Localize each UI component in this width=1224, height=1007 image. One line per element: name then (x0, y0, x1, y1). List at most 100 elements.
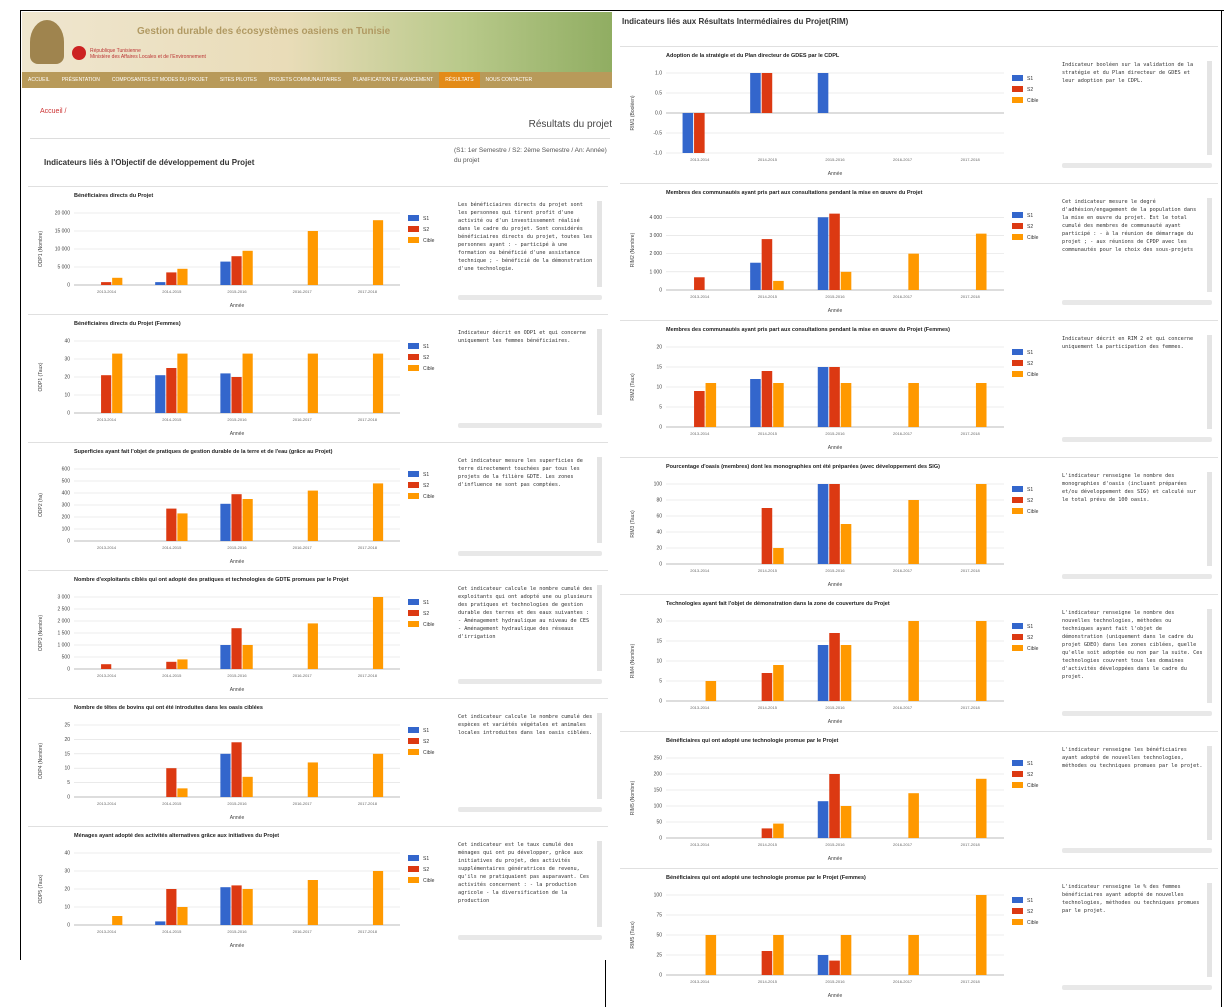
indicator-description: Indicateur booléen sur la validation de … (1062, 61, 1212, 155)
x-tick-label: 2013-2014 (690, 705, 710, 710)
legend-label: Cible (423, 494, 435, 500)
legend-swatch (408, 237, 419, 243)
chart: Bénéficiaires qui ont adopté une technol… (630, 875, 1039, 999)
scrollbar[interactable] (1062, 574, 1212, 579)
y-tick-label: 0 (67, 411, 70, 417)
bar (705, 935, 717, 975)
nav-item[interactable]: ACCUEIL (28, 77, 50, 83)
scrollbar[interactable] (458, 935, 602, 940)
nav-item[interactable]: NOUS CONTACTER (485, 77, 533, 83)
y-tick-label: 50 (656, 933, 662, 939)
breadcrumb[interactable]: Accueil / (40, 108, 67, 115)
y-tick-label: 50 (656, 820, 662, 826)
chart-title: Bénéficiaires directs du Projet (74, 193, 153, 199)
bar (817, 217, 829, 290)
bar (112, 277, 123, 285)
legend-swatch (1012, 634, 1023, 640)
bar (307, 353, 318, 413)
bar (307, 231, 318, 285)
legend-label: S1 (1027, 624, 1033, 630)
legend-label: Cible (1027, 920, 1039, 926)
scrollbar[interactable] (1062, 163, 1212, 168)
bar (829, 633, 840, 701)
x-axis-title: Année (230, 559, 245, 565)
x-tick-label: 2016-2017 (293, 417, 313, 422)
legend-label: Cible (423, 238, 435, 244)
legend-label: S1 (1027, 898, 1033, 904)
x-tick-label: 2017-2018 (961, 842, 981, 847)
bar (840, 806, 852, 838)
nav-item[interactable]: PROJETS COMMUNAUTAIRES (268, 77, 341, 83)
legend-label: Cible (1027, 783, 1039, 789)
bar (750, 379, 761, 427)
x-tick-label: 2015-2016 (825, 294, 845, 299)
x-tick-label: 2014-2015 (758, 157, 778, 162)
y-tick-label: 15 (64, 751, 70, 757)
x-tick-label: 2017-2018 (961, 294, 981, 299)
chart: Membres des communautés ayant pris part … (630, 190, 1039, 314)
scrollbar[interactable] (1062, 437, 1212, 442)
scrollbar[interactable] (1062, 848, 1212, 853)
chart: Ménages ayant adopté des activités alter… (38, 833, 435, 949)
x-axis-title: Année (230, 943, 245, 949)
legend-label: S1 (1027, 213, 1033, 219)
scrollbar[interactable] (458, 423, 602, 428)
legend-swatch (1012, 75, 1023, 81)
legend-label: S2 (1027, 361, 1033, 367)
ministry-line: République Tunisienne (90, 48, 141, 54)
bar (220, 261, 231, 285)
nav-item[interactable]: PRÉSENTATION (61, 77, 100, 83)
indicator-description: Cet indicateur est le taux cumulé des mé… (458, 841, 602, 927)
y-tick-label: 5 (67, 780, 70, 786)
x-tick-label: 2016-2017 (293, 801, 313, 806)
bar (761, 951, 773, 975)
x-axis-title: Année (828, 719, 843, 725)
nav-item[interactable]: COMPOSANTES ET MODES DU PROJET (111, 77, 208, 83)
x-tick-label: 2013-2014 (97, 545, 117, 550)
bar (840, 524, 852, 564)
scrollbar[interactable] (458, 807, 602, 812)
bar (242, 889, 253, 925)
bar (975, 895, 987, 975)
scrollbar[interactable] (1062, 711, 1212, 716)
legend-label: S1 (1027, 487, 1033, 493)
chart-title: Nombre d'exploitants ciblés qui ont adop… (74, 577, 349, 583)
x-tick-label: 2016-2017 (893, 431, 913, 436)
scrollbar[interactable] (458, 295, 602, 300)
bar (817, 955, 829, 975)
legend-swatch (408, 471, 419, 477)
x-tick-label: 2014-2015 (758, 431, 778, 436)
legend-label: S2 (423, 739, 429, 745)
y-axis-title: RIM3 (Taux) (630, 510, 636, 538)
x-tick-label: 2015-2016 (825, 157, 845, 162)
nav-bar: ACCUEIL PRÉSENTATION COMPOSANTES ET MODES … (22, 72, 612, 88)
legend-label: S2 (423, 355, 429, 361)
y-tick-label: 150 (654, 788, 663, 794)
indicator-description: L'indicateur renseigne le nombre des mon… (1062, 472, 1212, 566)
legend-swatch (408, 215, 419, 221)
legend-swatch (1012, 234, 1023, 240)
bar (840, 935, 852, 975)
bar (761, 673, 773, 701)
x-tick-label: 2017-2018 (961, 979, 981, 984)
scrollbar[interactable] (458, 551, 602, 556)
indicator-panel: Membres des communautés ayant pris part … (620, 183, 1218, 318)
x-tick-label: 2015-2016 (825, 979, 845, 984)
nav-item[interactable]: PLANIFICATION ET AVANCEMENT (352, 77, 434, 83)
y-axis-title: ODP4 (Nombre) (38, 743, 44, 779)
scrollbar[interactable] (1062, 985, 1212, 990)
bar (220, 373, 231, 413)
bar (231, 377, 242, 413)
bar (166, 272, 177, 285)
legend-label: Cible (423, 366, 435, 372)
bar (112, 916, 123, 925)
bar (177, 907, 188, 925)
y-tick-label: 3 000 (57, 595, 70, 601)
bar (975, 383, 987, 427)
x-axis-title: Année (230, 815, 245, 821)
nav-item[interactable]: SITES PILOTES (219, 77, 257, 83)
scrollbar[interactable] (1062, 300, 1212, 305)
scrollbar[interactable] (458, 679, 602, 684)
nav-item[interactable]: RÉSULTATS (439, 72, 480, 88)
